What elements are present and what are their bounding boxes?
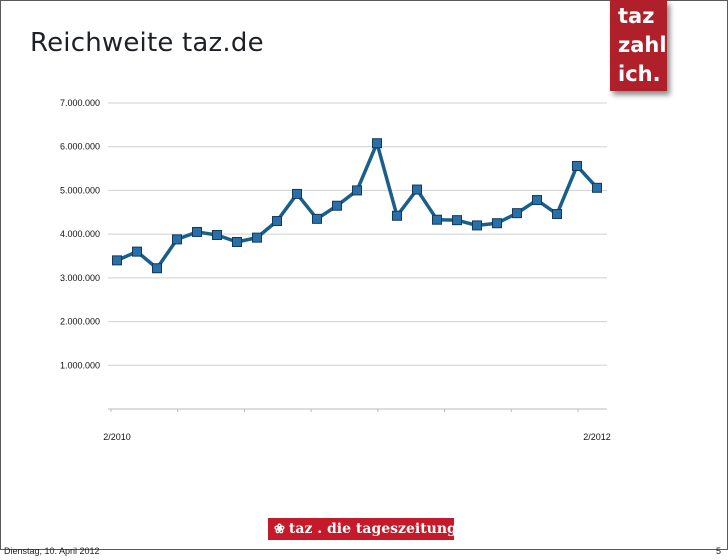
data-point (532, 195, 542, 206)
data-point (432, 214, 442, 225)
data-point (112, 255, 122, 266)
data-point (332, 200, 342, 211)
data-point (192, 226, 202, 237)
paw-icon: ❀ (274, 521, 285, 537)
data-point (212, 230, 222, 241)
x-tick-label: 2/2012 (583, 432, 611, 442)
data-point (312, 213, 322, 224)
slide-title: Reichweite taz.de (30, 28, 264, 58)
logo-line-2: zahl (618, 33, 667, 57)
data-point (592, 182, 602, 193)
data-point (572, 160, 582, 171)
y-tick-label: 7.000.000 (60, 98, 100, 108)
x-tick-label: 2/2010 (103, 432, 131, 442)
page-number: 5 (715, 546, 721, 556)
y-tick-label: 1.000.000 (60, 360, 100, 370)
data-point (512, 208, 522, 219)
taz-zahl-ich-logo: taz zahl ich. (610, 0, 667, 91)
y-tick-label: 5.000.000 (60, 185, 100, 195)
data-point (292, 188, 302, 199)
y-tick-label: 6.000.000 (60, 142, 100, 152)
data-point (352, 185, 362, 196)
data-point (452, 215, 462, 226)
data-point (372, 138, 382, 149)
logo-line-1: taz (618, 4, 655, 28)
data-point (472, 220, 482, 231)
footer-date: Dienstag, 10. April 2012 (4, 546, 100, 556)
logo-line-3: ich. (618, 62, 661, 86)
data-point (272, 216, 282, 227)
data-point (492, 218, 502, 229)
y-tick-label: 2.000.000 (60, 317, 100, 327)
data-point (132, 246, 142, 257)
y-tick-label: 4.000.000 (60, 229, 100, 239)
y-tick-label: 3.000.000 (60, 273, 100, 283)
data-point (172, 234, 182, 245)
taz-footer-logo: ❀ taz . die tageszeitung (268, 518, 457, 540)
data-point (552, 209, 562, 220)
data-point (232, 237, 242, 248)
series-line-reichweite (116, 141, 599, 270)
footer-logo-text: taz . die tageszeitung (288, 521, 457, 537)
data-point (252, 232, 262, 243)
data-point (412, 184, 422, 195)
reach-line-chart: 1.000.000 2.000.000 3.000.000 4.000.000 5.00… (60, 98, 611, 442)
data-point (392, 210, 402, 221)
data-point (152, 263, 162, 274)
